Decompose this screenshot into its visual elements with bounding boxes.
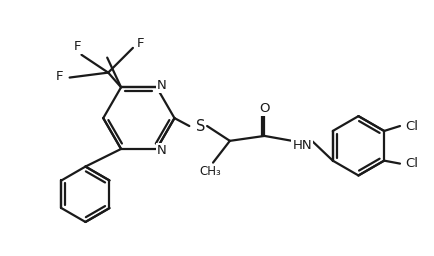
Text: Cl: Cl: [404, 120, 418, 133]
Text: F: F: [137, 37, 144, 50]
Text: HN: HN: [292, 139, 311, 152]
Text: F: F: [56, 70, 63, 83]
Text: O: O: [259, 102, 269, 115]
Text: CH₃: CH₃: [199, 165, 220, 178]
Text: S: S: [195, 119, 204, 134]
Text: Cl: Cl: [404, 157, 418, 170]
Text: N: N: [156, 79, 166, 92]
Text: F: F: [74, 40, 81, 54]
Text: N: N: [156, 144, 166, 157]
